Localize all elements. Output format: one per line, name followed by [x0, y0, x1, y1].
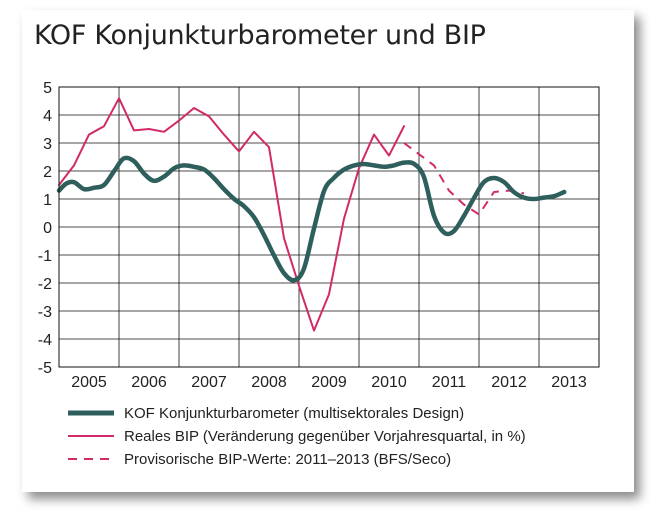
y-tick-labels: -5 -4 -3 -2 -1 0 1 2 3 4 5	[38, 80, 52, 377]
y-tick-label: 4	[43, 108, 52, 125]
y-tick-label: 5	[43, 80, 52, 97]
y-tick-label: 2	[43, 164, 52, 181]
kof-line	[56, 155, 567, 283]
x-tick-label: 2010	[371, 374, 407, 391]
y-tick-label: -5	[38, 360, 52, 377]
y-tick-label: 0	[43, 220, 52, 237]
legend-label-kof: KOF Konjunkturbarometer (multisektorales…	[124, 405, 465, 422]
y-tick-label: -4	[38, 332, 52, 349]
grid-lines	[59, 87, 599, 367]
y-tick-label: -1	[38, 248, 52, 265]
x-tick-labels: 2005 2006 2007 2008 2009 2010 2011 2012 2013	[71, 374, 587, 391]
x-tick-label: 2011	[432, 374, 467, 391]
legend-swatch-kof	[68, 410, 114, 416]
y-tick-label: 1	[43, 192, 52, 209]
x-tick-label: 2007	[191, 374, 227, 391]
x-tick-label: 2006	[131, 374, 167, 391]
series-lines	[56, 97, 567, 332]
legend-swatch-bip	[68, 435, 114, 437]
y-tick-label: 3	[43, 136, 52, 153]
chart-title: KOF Konjunkturbarometer und BIP	[34, 20, 486, 51]
x-tick-label: 2013	[551, 374, 587, 391]
provisional-bip-line	[403, 142, 525, 216]
legend-label-bip: Reales BIP (Veränderung gegenüber Vorjah…	[124, 428, 526, 445]
bip-line	[58, 97, 405, 332]
x-tick-label: 2005	[71, 374, 107, 391]
x-tick-label: 2012	[491, 374, 527, 391]
chart-card	[22, 10, 634, 492]
y-tick-label: -2	[38, 276, 52, 293]
y-tick-label: -3	[38, 304, 52, 321]
x-tick-label: 2008	[251, 374, 287, 391]
legend-label-provisional: Provisorische BIP-Werte: 2011–2013 (BFS/…	[124, 451, 452, 468]
x-tick-label: 2009	[311, 374, 347, 391]
plot-frame	[58, 86, 600, 368]
legend-swatch-provisional	[68, 458, 114, 460]
